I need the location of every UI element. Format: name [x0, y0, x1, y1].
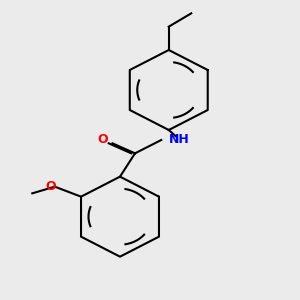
Text: O: O [98, 134, 108, 146]
Text: NH: NH [169, 134, 190, 146]
Text: O: O [46, 180, 56, 193]
